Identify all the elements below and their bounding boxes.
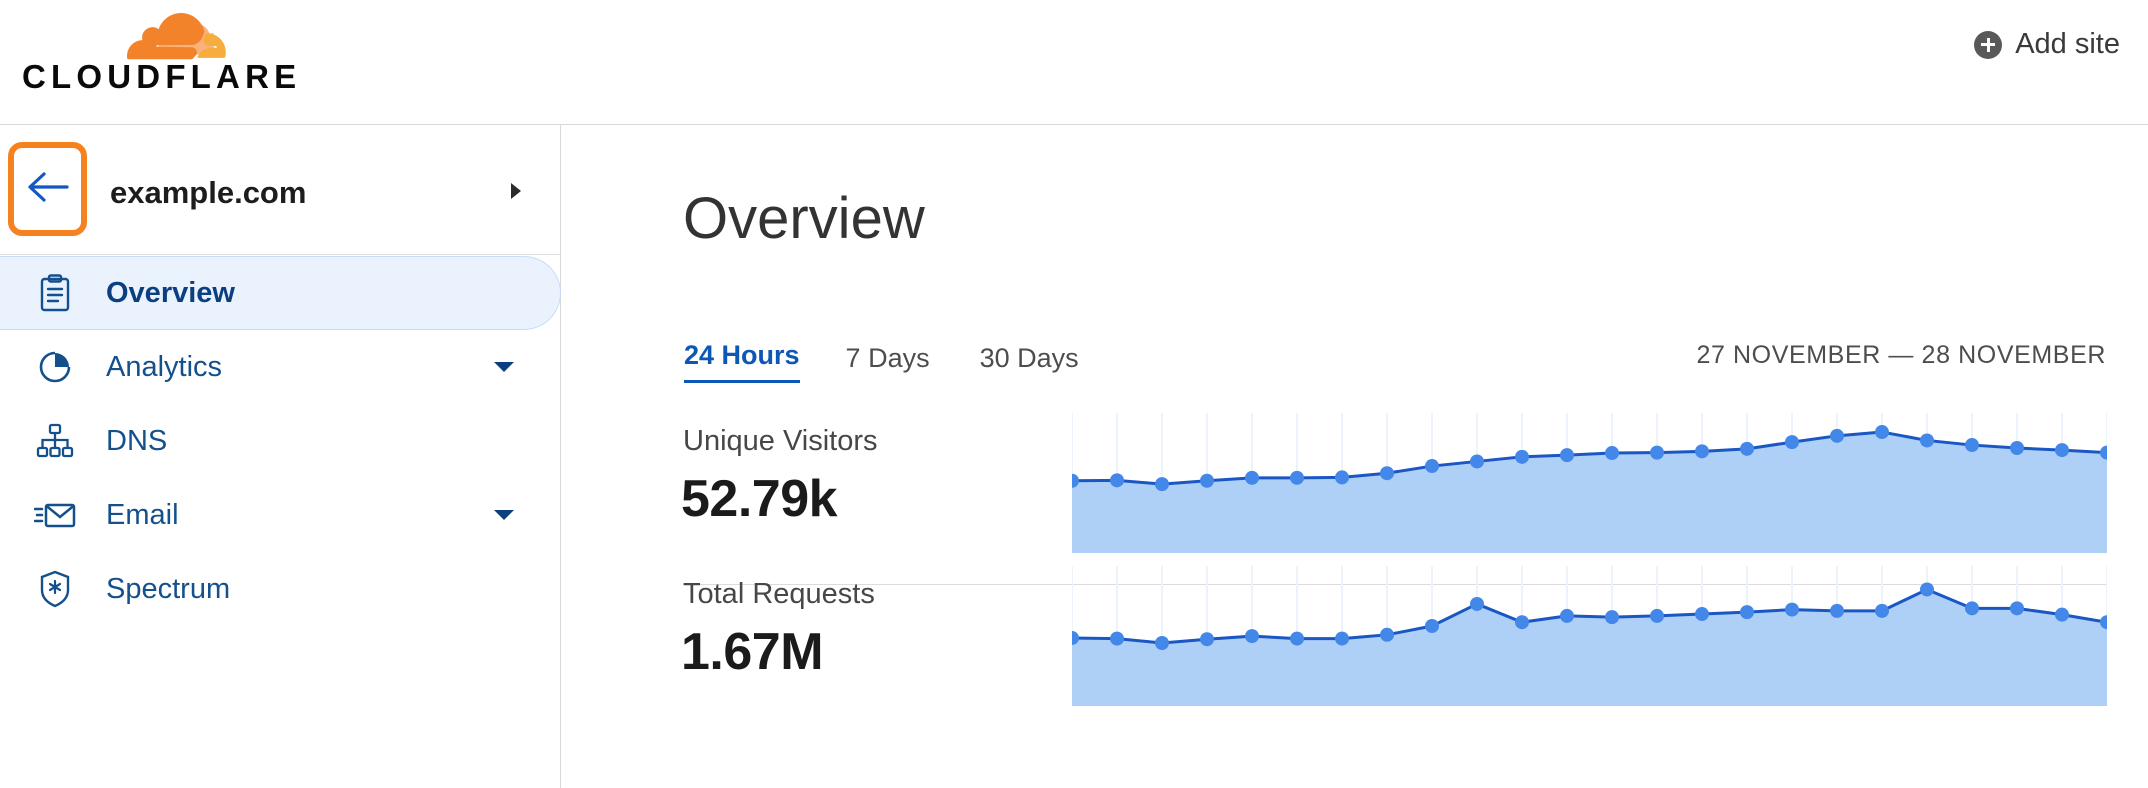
chevron-down-icon[interactable] xyxy=(493,508,515,527)
sidebar: example.com Overview xyxy=(0,125,561,788)
date-range-label: 27 NOVEMBER — 28 NOVEMBER xyxy=(1696,341,2106,369)
metric-label: Total Requests xyxy=(683,578,875,610)
chart-unique-visitors[interactable] xyxy=(1072,405,2107,575)
clipboard-icon xyxy=(32,274,78,312)
time-range-tabs: 24 Hours 7 Days 30 Days xyxy=(684,340,1129,383)
sidebar-item-analytics[interactable]: Analytics xyxy=(0,330,561,404)
chart-total-requests[interactable] xyxy=(1072,558,2107,728)
sidebar-item-label: Spectrum xyxy=(106,572,231,605)
metric-label: Unique Visitors xyxy=(683,425,878,457)
sidebar-item-label: DNS xyxy=(106,424,168,457)
main-content: Overview 24 Hours 7 Days 30 Days 27 NOVE… xyxy=(562,125,2148,788)
back-button[interactable] xyxy=(8,142,87,236)
section-divider xyxy=(683,584,2107,585)
shield-icon xyxy=(32,570,78,608)
sidebar-item-label: Analytics xyxy=(106,350,223,383)
cloudflare-cloud-icon xyxy=(118,8,243,71)
sidebar-item-overview[interactable]: Overview xyxy=(0,256,561,330)
sidebar-item-dns[interactable]: DNS xyxy=(0,404,561,478)
metric-value: 1.67M xyxy=(681,623,824,681)
envelope-icon xyxy=(32,500,78,530)
add-site-button[interactable]: Add site xyxy=(1970,22,2124,67)
arrow-left-icon xyxy=(26,170,70,209)
sitemap-icon xyxy=(32,423,78,459)
sidebar-item-label: Overview xyxy=(106,276,235,309)
plus-circle-icon xyxy=(1974,30,2003,59)
site-name-label: example.com xyxy=(110,175,307,210)
sidebar-nav: Overview Analytics xyxy=(0,256,561,626)
page-title: Overview xyxy=(683,186,925,251)
metric-value: 52.79k xyxy=(681,470,838,528)
cloudflare-wordmark: CLOUDFLARE xyxy=(22,58,302,95)
sidebar-item-email[interactable]: Email xyxy=(0,478,561,552)
site-selector[interactable]: example.com xyxy=(0,125,560,255)
caret-right-icon[interactable] xyxy=(508,181,524,206)
chevron-down-icon[interactable] xyxy=(493,360,515,379)
sidebar-item-spectrum[interactable]: Spectrum xyxy=(0,552,561,626)
sidebar-item-label: Email xyxy=(106,498,179,531)
add-site-label: Add site xyxy=(2015,28,2120,60)
tab-7-days[interactable]: 7 Days xyxy=(845,343,930,373)
tab-24-hours[interactable]: 24 Hours xyxy=(684,340,800,383)
tab-30-days[interactable]: 30 Days xyxy=(979,343,1079,373)
cloudflare-logo[interactable]: CLOUDFLARE xyxy=(22,6,296,110)
top-header: CLOUDFLARE Add site xyxy=(0,0,2148,125)
pie-chart-icon xyxy=(32,350,78,384)
